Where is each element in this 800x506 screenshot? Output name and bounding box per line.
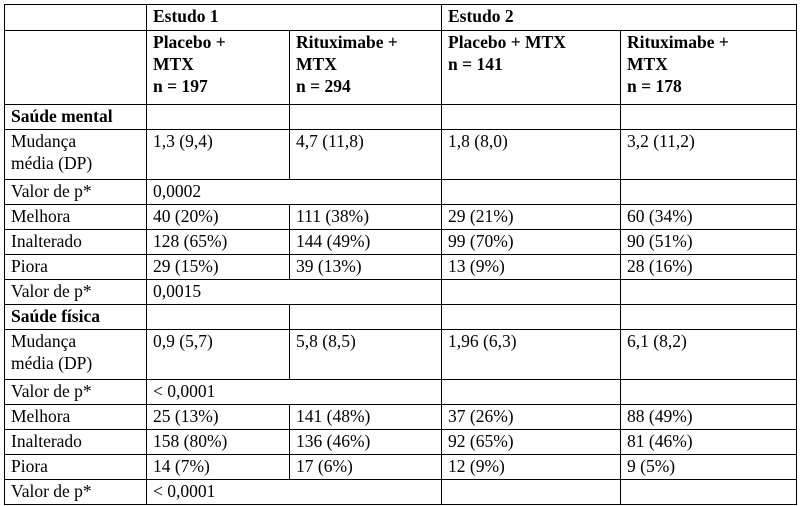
table-row: Piora 29 (15%) 39 (13%) 13 (9%) 28 (16%) <box>4 254 797 280</box>
table-cell: 136 (46%) <box>289 429 442 455</box>
col-header-rituximabe-1: Rituximabe + MTX n = 294 <box>289 30 442 105</box>
row-label: Mudança média (DP) <box>4 329 147 380</box>
row-label: Valor de p* <box>4 379 147 405</box>
col-header-line: n = 294 <box>296 76 351 96</box>
table-cell: 14 (7%) <box>146 454 290 480</box>
table-row: Piora 14 (7%) 17 (6%) 12 (9%) 9 (5%) <box>4 454 797 480</box>
table-cell: 6,1 (8,2) <box>620 329 797 380</box>
col-header-placebo-2: Placebo + MTX n = 141 <box>441 30 621 105</box>
row-label: Valor de p* <box>4 279 147 305</box>
section-title: Saúde física <box>4 304 147 330</box>
table-cell: 4,7 (11,8) <box>289 129 442 180</box>
study-header-row: Estudo 1 Estudo 2 <box>4 4 797 31</box>
row-label: Valor de p* <box>4 179 147 205</box>
mean-change-row: Mudança média (DP) 0,9 (5,7) 5,8 (8,5) 1… <box>4 329 797 380</box>
table-cell: 88 (49%) <box>620 404 797 430</box>
empty-label-cell <box>4 30 147 105</box>
p-value-row: Valor de p* 0,0002 <box>4 179 797 205</box>
row-label: Piora <box>4 454 147 480</box>
table-cell: 92 (65%) <box>441 429 621 455</box>
group-header-row: Placebo + MTX n = 197 Rituximabe + MTX n… <box>4 30 797 105</box>
table-cell: 99 (70%) <box>441 229 621 255</box>
table-cell: 90 (51%) <box>620 229 797 255</box>
table-cell: 17 (6%) <box>289 454 442 480</box>
table-cell: 3,2 (11,2) <box>620 129 797 180</box>
table-cell: 25 (13%) <box>146 404 290 430</box>
mean-change-row: Mudança média (DP) 1,3 (9,4) 4,7 (11,8) … <box>4 129 797 180</box>
col-header-placebo-1: Placebo + MTX n = 197 <box>146 30 290 105</box>
row-label: Valor de p* <box>4 479 147 505</box>
p-value-cell: < 0,0001 <box>146 379 442 405</box>
empty-corner-cell <box>4 4 147 31</box>
study2-header: Estudo 2 <box>441 4 797 31</box>
section-row: Saúde física <box>4 304 797 330</box>
table-cell: 158 (80%) <box>146 429 290 455</box>
table-cell: 9 (5%) <box>620 454 797 480</box>
table-cell: 40 (20%) <box>146 204 290 230</box>
table-cell: 39 (13%) <box>289 254 442 280</box>
table-cell: 37 (26%) <box>441 404 621 430</box>
table-cell: 141 (48%) <box>289 404 442 430</box>
table-cell: 29 (15%) <box>146 254 290 280</box>
table-cell: 60 (34%) <box>620 204 797 230</box>
table-cell: 0,9 (5,7) <box>146 329 290 380</box>
table-cell: 5,8 (8,5) <box>289 329 442 380</box>
p-value-cell: 0,0002 <box>146 179 442 205</box>
table-cell: 29 (21%) <box>441 204 621 230</box>
col-header-line: n = 197 <box>153 76 208 96</box>
row-label: Melhora <box>4 204 147 230</box>
table-row: Melhora 40 (20%) 111 (38%) 29 (21%) 60 (… <box>4 204 797 230</box>
table-row: Inalterado 158 (80%) 136 (46%) 92 (65%) … <box>4 429 797 455</box>
table-cell: 128 (65%) <box>146 229 290 255</box>
row-label: Melhora <box>4 404 147 430</box>
p-value-row: Valor de p* 0,0015 <box>4 279 797 305</box>
row-label: Inalterado <box>4 229 147 255</box>
col-header-line: MTX <box>296 54 337 74</box>
col-header-line: n = 141 <box>448 54 503 74</box>
col-header-line: MTX <box>627 54 668 74</box>
col-header-line: MTX <box>153 54 194 74</box>
table-row: Melhora 25 (13%) 141 (48%) 37 (26%) 88 (… <box>4 404 797 430</box>
study1-header: Estudo 1 <box>146 4 442 31</box>
col-header-line: n = 178 <box>627 76 682 96</box>
col-header-line: Rituximabe + <box>296 32 398 52</box>
results-table: Estudo 1 Estudo 2 Placebo + MTX n = 197 … <box>4 4 797 505</box>
col-header-line: Rituximabe + <box>627 32 729 52</box>
table-cell: 81 (46%) <box>620 429 797 455</box>
table-cell: 12 (9%) <box>441 454 621 480</box>
row-label: Piora <box>4 254 147 280</box>
table-cell: 1,8 (8,0) <box>441 129 621 180</box>
table-cell: 1,3 (9,4) <box>146 129 290 180</box>
row-label: Inalterado <box>4 429 147 455</box>
col-header-rituximabe-2: Rituximabe + MTX n = 178 <box>620 30 797 105</box>
p-value-row: Valor de p* < 0,0001 <box>4 479 797 505</box>
p-value-cell: < 0,0001 <box>146 479 442 505</box>
table-cell: 111 (38%) <box>289 204 442 230</box>
table-cell: 28 (16%) <box>620 254 797 280</box>
col-header-line: Placebo + <box>153 32 226 52</box>
p-value-row: Valor de p* < 0,0001 <box>4 379 797 405</box>
p-value-cell: 0,0015 <box>146 279 442 305</box>
col-header-line: Placebo + MTX <box>448 32 566 52</box>
table-cell: 1,96 (6,3) <box>441 329 621 380</box>
section-row: Saúde mental <box>4 104 797 130</box>
table-row: Inalterado 128 (65%) 144 (49%) 99 (70%) … <box>4 229 797 255</box>
row-label: Mudança média (DP) <box>4 129 147 180</box>
table-cell: 144 (49%) <box>289 229 442 255</box>
section-title: Saúde mental <box>4 104 147 130</box>
table-cell: 13 (9%) <box>441 254 621 280</box>
